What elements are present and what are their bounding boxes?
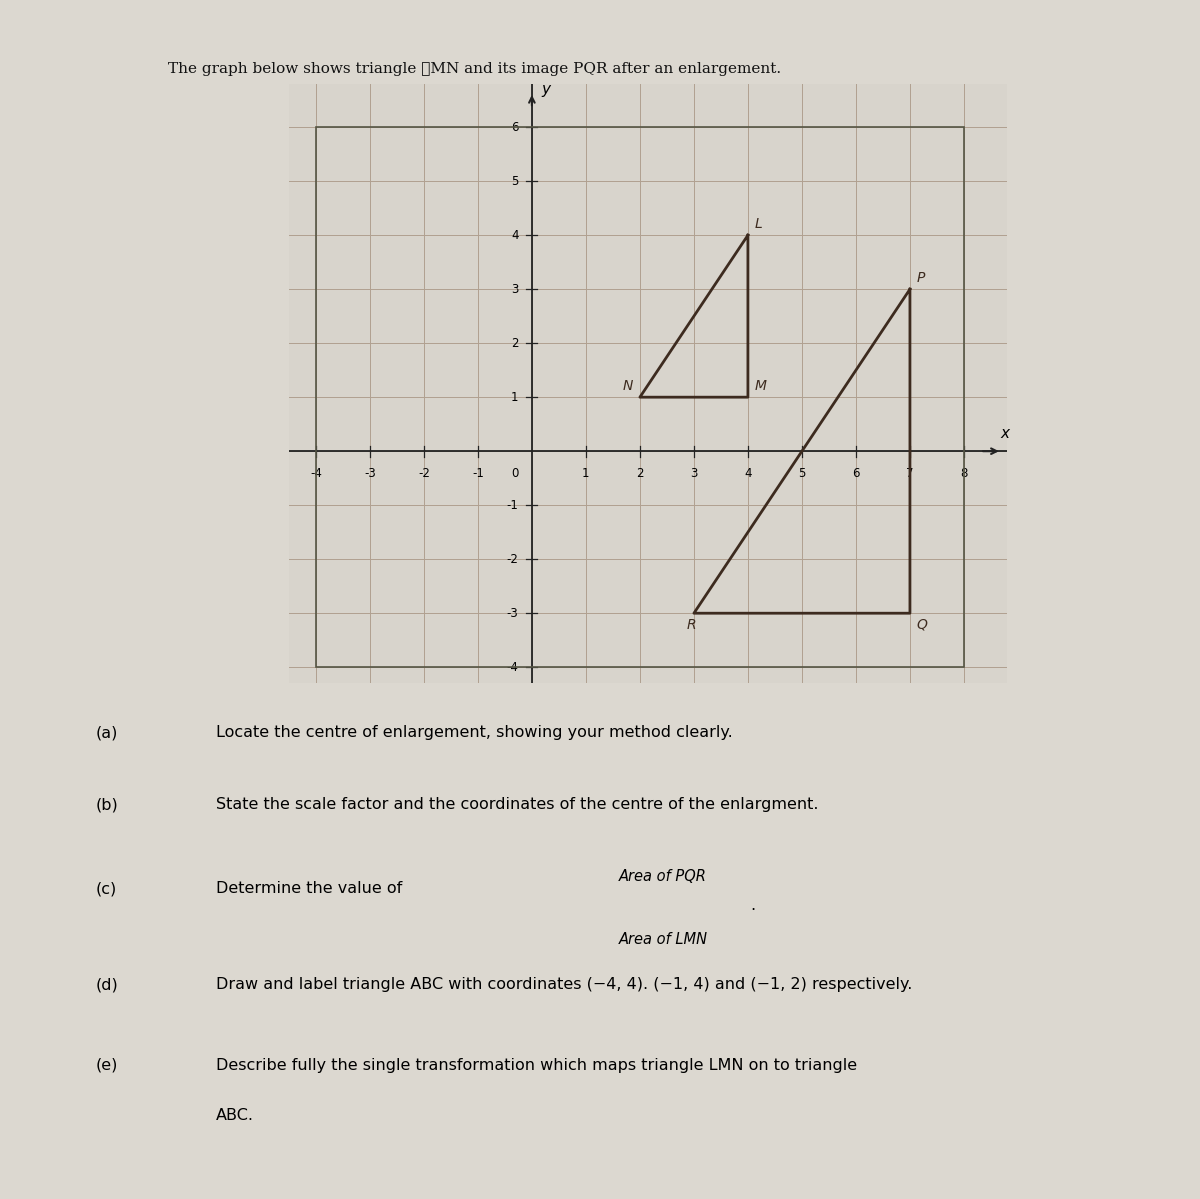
Text: 8: 8 [960,468,967,481]
Text: -2: -2 [418,468,430,481]
Text: .: . [750,898,755,912]
Text: x: x [1000,427,1009,441]
Text: N: N [623,379,634,393]
Text: -1: -1 [506,499,518,512]
Text: (e): (e) [96,1058,119,1073]
Text: -4: -4 [506,661,518,674]
Text: (b): (b) [96,797,119,813]
Text: 2: 2 [636,468,643,481]
Text: 4: 4 [511,229,518,242]
Text: 5: 5 [798,468,805,481]
Text: Determine the value of: Determine the value of [216,881,402,897]
Text: State the scale factor and the coordinates of the centre of the enlargment.: State the scale factor and the coordinat… [216,797,818,813]
Text: ABC.: ABC. [216,1108,254,1123]
Text: Describe fully the single transformation which maps triangle LMN on to triangle: Describe fully the single transformation… [216,1058,857,1073]
Text: L: L [755,217,762,231]
Text: 1: 1 [511,391,518,404]
Text: 7: 7 [906,468,913,481]
Text: P: P [917,271,925,285]
Text: -2: -2 [506,553,518,566]
Text: 3: 3 [511,283,518,296]
Text: 5: 5 [511,175,518,188]
Text: Q: Q [917,617,928,632]
Text: Draw and label triangle ABC with coordinates (−4, 4). (−1, 4) and (−1, 2) respec: Draw and label triangle ABC with coordin… [216,977,912,993]
Text: Area of PQR: Area of PQR [619,868,707,884]
Text: 4: 4 [744,468,751,481]
Text: 6: 6 [852,468,859,481]
Text: The graph below shows triangle ℓMN and its image PQR after an enlargement.: The graph below shows triangle ℓMN and i… [168,62,781,77]
Text: 1: 1 [582,468,589,481]
Text: 0: 0 [511,468,518,481]
Text: 6: 6 [511,121,518,133]
Text: -3: -3 [506,607,518,620]
Text: 3: 3 [690,468,697,481]
Text: R: R [686,617,696,632]
Text: Locate the centre of enlargement, showing your method clearly.: Locate the centre of enlargement, showin… [216,725,733,741]
Text: Area of LMN: Area of LMN [618,932,708,947]
Text: -1: -1 [472,468,484,481]
Text: -4: -4 [310,468,322,481]
Text: -3: -3 [364,468,376,481]
Text: 2: 2 [511,337,518,350]
Text: (a): (a) [96,725,119,741]
Text: M: M [755,379,767,393]
Text: (d): (d) [96,977,119,993]
Text: y: y [541,82,551,97]
Text: (c): (c) [96,881,118,897]
